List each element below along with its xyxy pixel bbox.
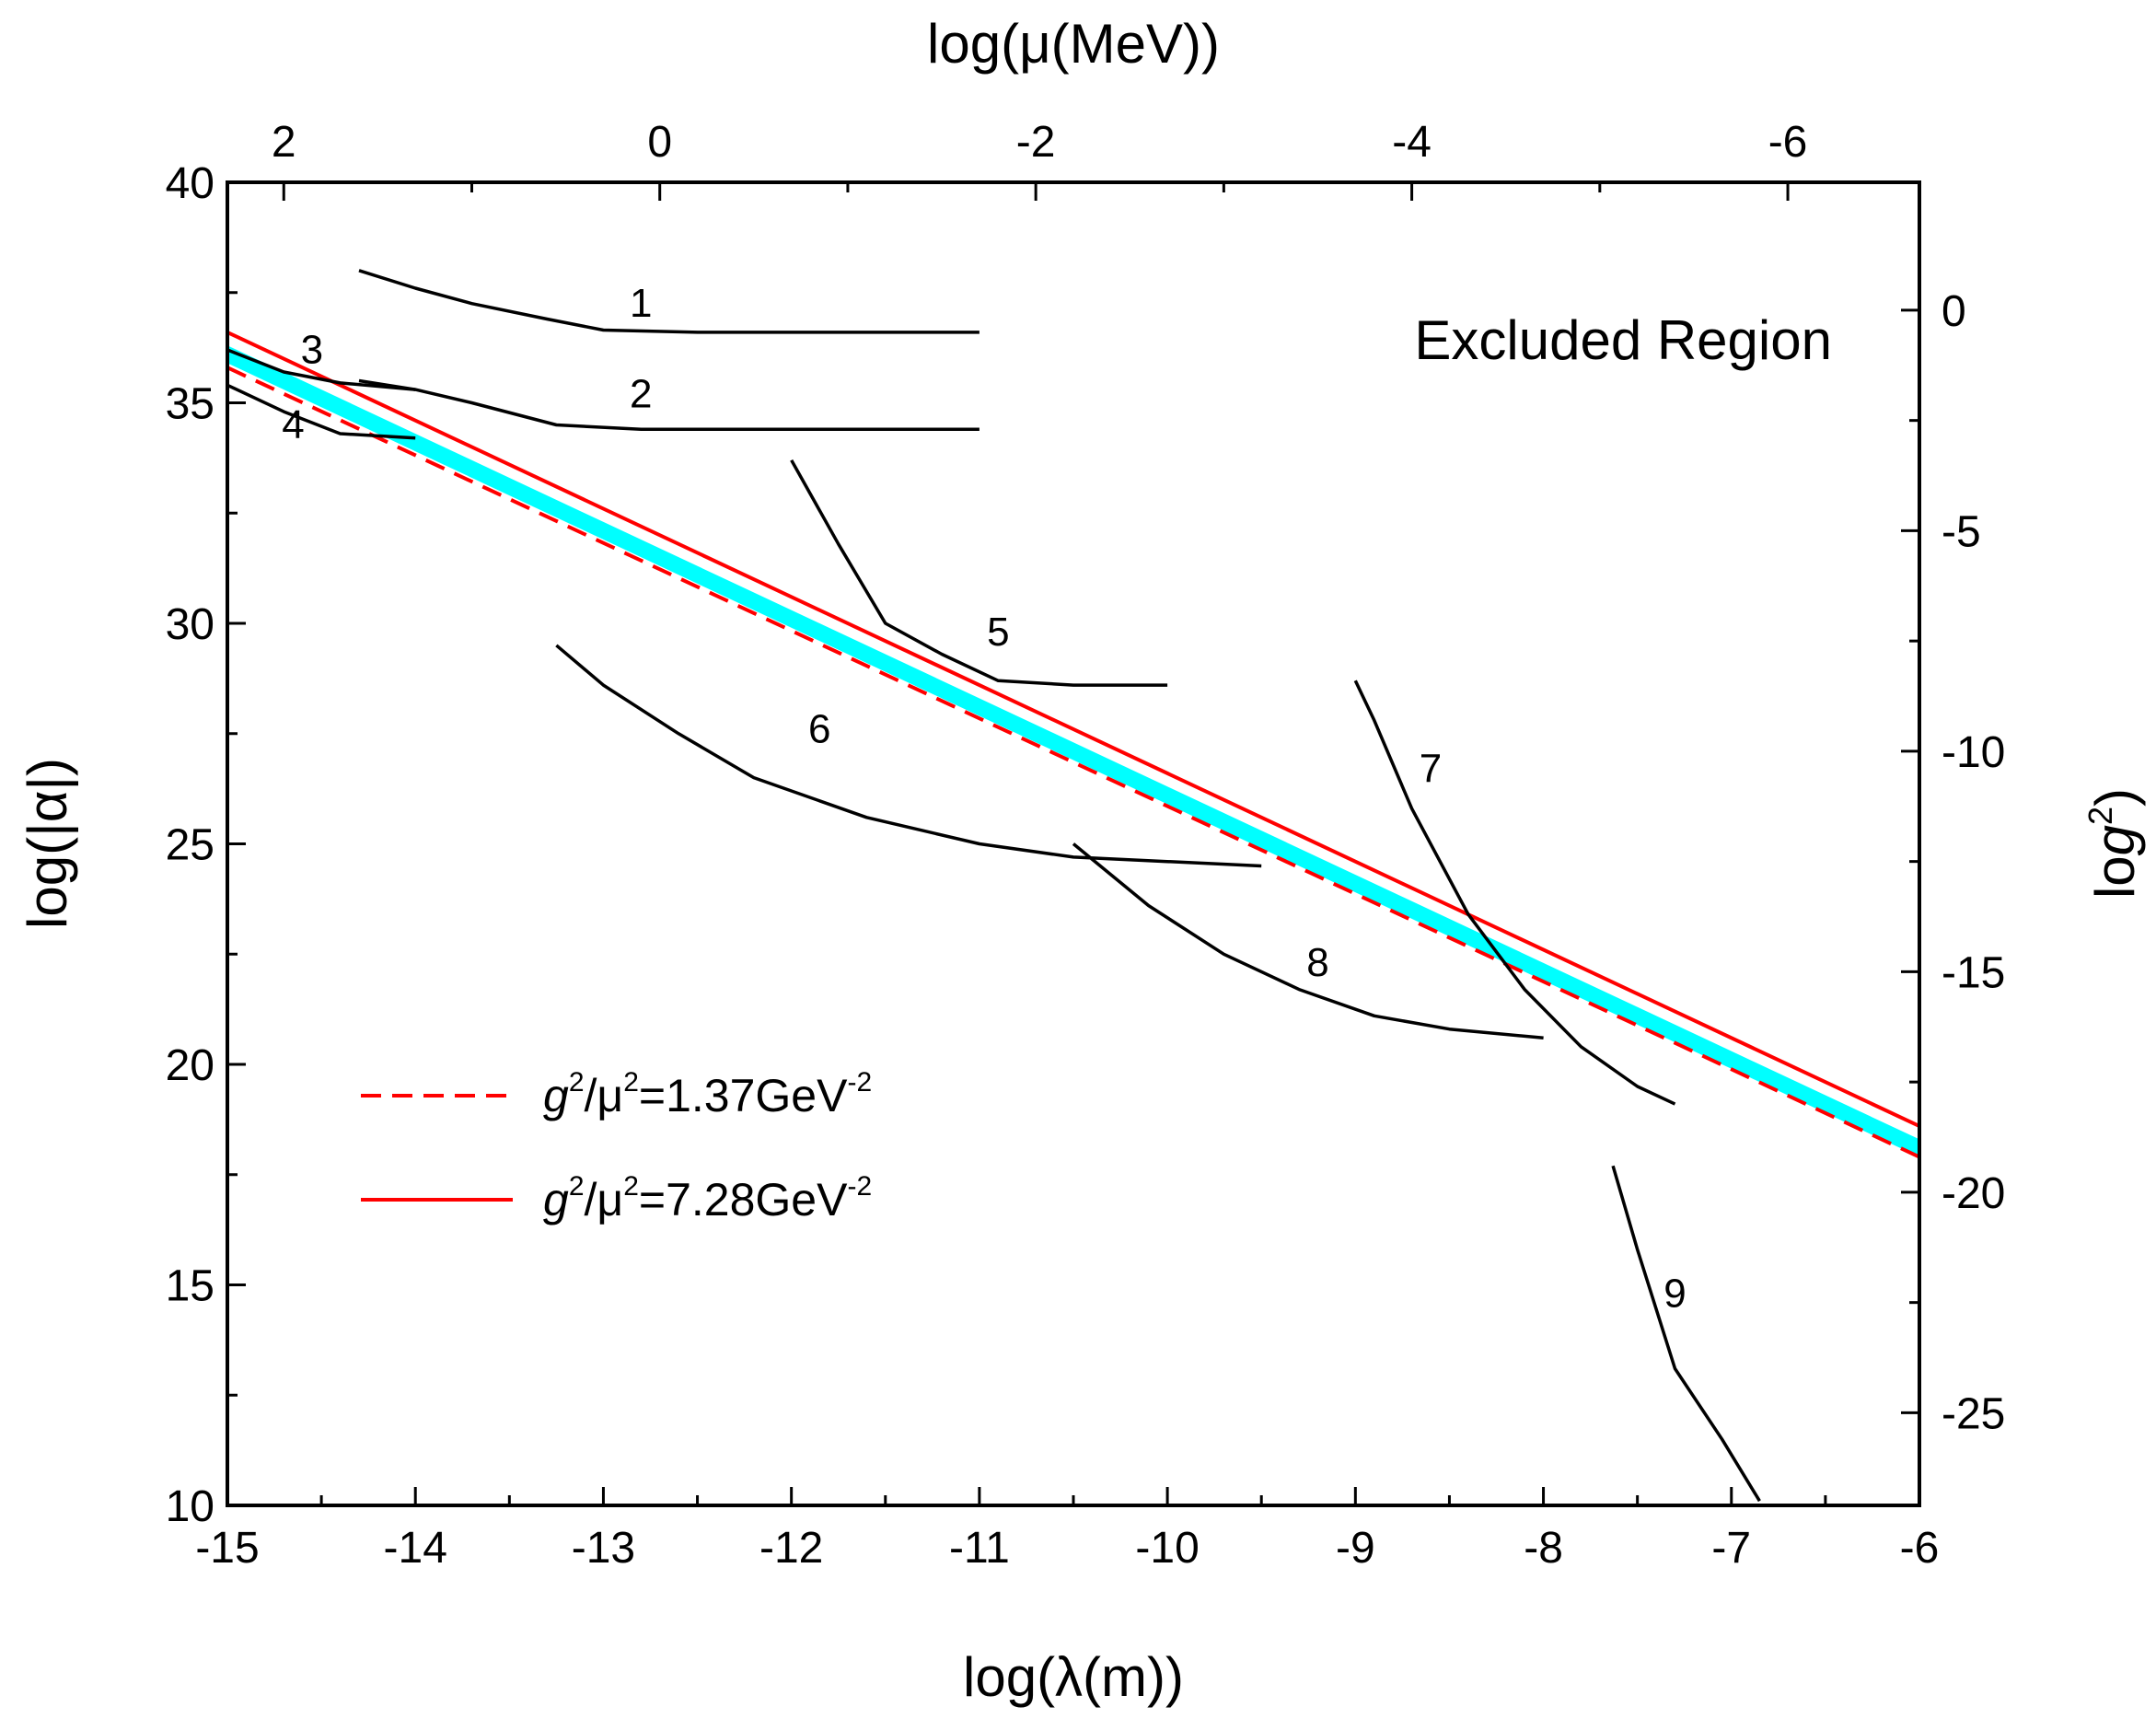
x-axis-title: log(λ(m)) bbox=[963, 1646, 1184, 1708]
top-tick-label-3: -4 bbox=[1392, 118, 1432, 167]
y-tick-label-2: 20 bbox=[166, 1041, 214, 1090]
curve-label-4: 4 bbox=[282, 402, 304, 447]
series-line-8 bbox=[1353, 679, 1676, 1106]
curve-label-1: 1 bbox=[630, 281, 652, 326]
right-tick-label-4: -20 bbox=[1942, 1169, 2005, 1218]
top-tick-label-2: -2 bbox=[1016, 118, 1056, 167]
series-layer bbox=[227, 269, 1919, 1503]
y-tick-label-0: 10 bbox=[166, 1482, 214, 1531]
axis-ticks bbox=[226, 180, 1921, 1507]
right-tick-label-5: -25 bbox=[1942, 1389, 2005, 1438]
y2-axis-title: log2) bbox=[2081, 788, 2146, 899]
series-line-6 bbox=[790, 459, 1168, 687]
curve-label-8: 8 bbox=[1306, 940, 1328, 985]
right-tick-label-0: 0 bbox=[1942, 287, 1966, 336]
top-tick-label-0: 2 bbox=[272, 118, 296, 167]
legend: g2/μ2=1.37GeV-2 g2/μ2=7.28GeV-2 bbox=[361, 1067, 872, 1225]
series-line-2 bbox=[358, 269, 979, 334]
top-tick-label-4: -6 bbox=[1768, 118, 1808, 167]
y-tick-label-6: 40 bbox=[166, 159, 214, 208]
x-tick-label-4: -11 bbox=[949, 1524, 1010, 1573]
series-line-9 bbox=[1072, 842, 1544, 1040]
y-axis-title: log(|α|) bbox=[17, 758, 78, 929]
curve-label-3: 3 bbox=[301, 327, 323, 372]
y-tick-label-1: 15 bbox=[166, 1262, 214, 1311]
right-tick-label-1: -5 bbox=[1942, 507, 1981, 556]
right-tick-label-2: -10 bbox=[1942, 728, 2005, 777]
x-tick-label-9: -6 bbox=[1900, 1524, 1940, 1573]
series-line-10 bbox=[1611, 1165, 1761, 1503]
excluded-region-label: Excluded Region bbox=[1414, 309, 1832, 371]
x-tick-label-6: -9 bbox=[1336, 1524, 1375, 1573]
series-line-0 bbox=[227, 331, 1919, 1128]
curve-labels: 1 2 3 4 5 6 7 8 9 bbox=[282, 281, 1687, 1316]
y-tick-label-4: 30 bbox=[166, 600, 214, 649]
x-tick-label-5: -10 bbox=[1135, 1524, 1199, 1573]
series-line-4 bbox=[227, 348, 416, 391]
curve-label-7: 7 bbox=[1420, 746, 1442, 791]
legend-entry-7-28: g2/μ2=7.28GeV-2 bbox=[543, 1171, 872, 1225]
y-tick-label-5: 35 bbox=[166, 380, 214, 429]
series-line-7 bbox=[555, 644, 1262, 868]
curve-label-9: 9 bbox=[1663, 1271, 1686, 1316]
top-tick-label-1: 0 bbox=[647, 118, 672, 167]
x-tick-label-8: -7 bbox=[1711, 1524, 1751, 1573]
curve-label-2: 2 bbox=[630, 371, 652, 416]
x-tick-label-0: -15 bbox=[195, 1524, 259, 1573]
x-tick-label-7: -8 bbox=[1524, 1524, 1563, 1573]
x-tick-label-3: -12 bbox=[759, 1524, 823, 1573]
x-tick-label-1: -14 bbox=[384, 1524, 447, 1573]
curve-label-6: 6 bbox=[808, 706, 830, 751]
legend-entry-1-37: g2/μ2=1.37GeV-2 bbox=[543, 1067, 872, 1121]
series-line-5 bbox=[227, 383, 416, 440]
x2-axis-title: log(μ(MeV)) bbox=[927, 13, 1220, 75]
x-tick-label-2: -13 bbox=[572, 1524, 635, 1573]
y-tick-label-3: 25 bbox=[166, 821, 214, 870]
axis-tick-labels: -15 -14 -13 -12 -11 -10 -9 -8 -7 -610152025303540… bbox=[166, 118, 2006, 1573]
curve-label-5: 5 bbox=[987, 610, 1009, 655]
right-tick-label-3: -15 bbox=[1942, 948, 2005, 997]
